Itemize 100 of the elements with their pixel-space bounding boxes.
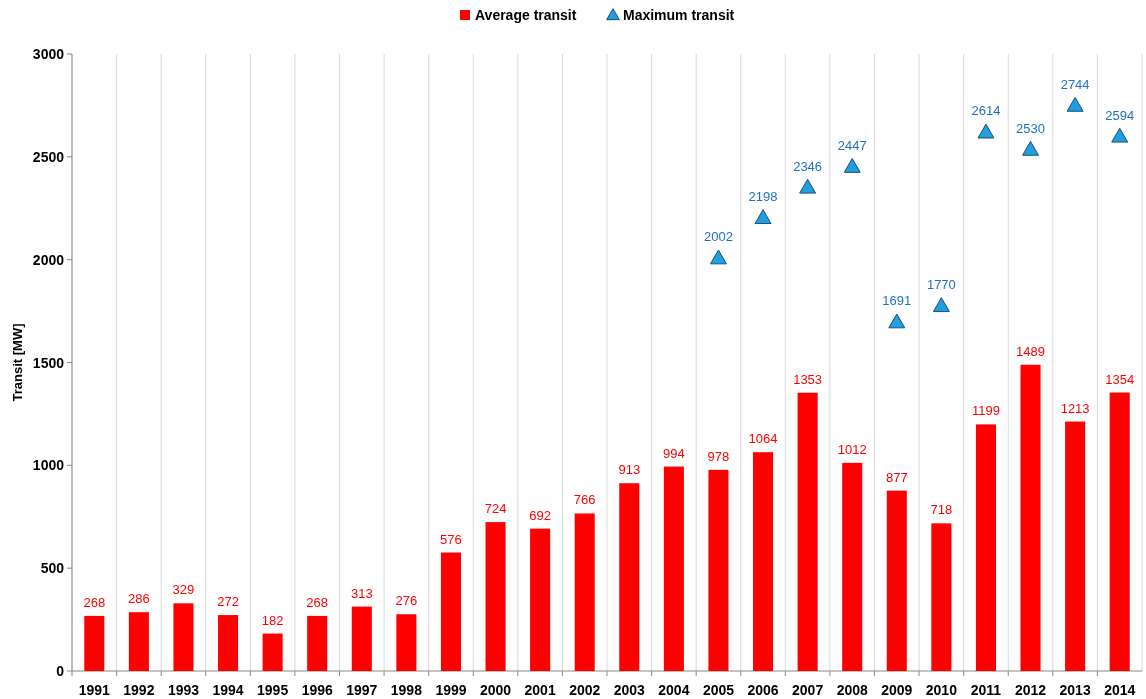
x-tick-label: 1997 [346,682,378,698]
x-tick-label: 1998 [390,682,423,698]
bar [886,490,907,671]
y-tick-label: 2000 [32,251,65,268]
data-label: 2447 [837,137,867,153]
bar [396,614,417,671]
x-tick-label: 2010 [925,682,958,698]
x-tick-label: 2009 [881,682,913,698]
x-tick-label: 2005 [702,682,735,698]
x-tick-label: 1995 [257,682,289,698]
data-label: 1353 [793,371,823,387]
bar [753,452,774,671]
bar [931,523,952,671]
data-label: 276 [395,593,418,609]
bar [619,483,640,671]
point [1022,140,1040,156]
data-label: 2594 [1105,107,1135,123]
point [843,158,861,173]
data-label: 1012 [837,441,867,457]
data-label: 913 [618,462,641,478]
bar [1065,421,1086,671]
point [977,123,995,139]
x-tick-label: 1993 [167,682,200,698]
x-tick-label: 2007 [792,682,824,698]
data-label: 2002 [704,229,733,245]
data-label: 1064 [748,431,778,447]
y-tick-label: 2500 [32,148,65,165]
x-tick-label: 2013 [1059,682,1091,698]
x-tick-label: 2014 [1104,682,1136,698]
bar [663,466,684,671]
data-label: 1199 [971,403,1000,419]
bar [485,522,506,671]
x-tick-label: 2003 [613,682,646,698]
point [1066,96,1084,112]
bar [128,612,149,671]
data-label: 877 [885,469,908,485]
x-tick-label: 1991 [78,682,111,698]
data-label: 724 [484,501,507,517]
y-tick-label: 500 [40,560,65,577]
bar [797,392,818,671]
x-tick-label: 2001 [524,682,556,698]
point [754,209,772,225]
data-label: 2346 [793,158,823,174]
bar [351,606,372,671]
data-label: 286 [128,591,150,607]
bar [975,424,996,671]
x-tick-label: 2004 [658,682,690,698]
data-label: 692 [529,507,551,523]
data-label: 2614 [971,103,1001,119]
point [709,249,727,265]
data-label: 329 [172,582,195,598]
x-tick-label: 1994 [212,682,244,698]
data-label: 766 [573,492,596,508]
bar [440,552,461,671]
data-label: 272 [217,594,239,610]
data-label: 313 [350,585,373,601]
x-tick-label: 2008 [836,682,868,698]
data-label: 576 [440,531,462,547]
data-label: 1489 [1016,343,1045,359]
bar [530,528,551,671]
bar [574,513,595,671]
x-tick-label: 2006 [747,682,779,698]
data-label: 182 [261,612,284,628]
x-tick-label: 2002 [569,682,601,698]
bar [84,615,105,671]
data-label: 268 [306,594,329,610]
bar [842,462,863,671]
y-tick-label: 1000 [32,457,65,474]
x-tick-label: 2000 [479,682,512,698]
legend-label: Average transit [475,7,577,23]
data-label: 994 [663,445,685,461]
point [932,297,950,313]
point [1111,127,1129,143]
x-tick-label: 1996 [301,682,333,698]
data-label: 978 [707,448,730,464]
bar [1109,392,1130,671]
data-label: 2198 [748,188,778,204]
data-label: 268 [83,594,106,610]
data-label: 1213 [1060,400,1090,416]
x-tick-label: 1999 [435,682,467,698]
x-tick-label: 2012 [1014,682,1047,698]
y-axis-title: Transit [MW] [10,323,25,402]
bar [307,615,328,671]
point [888,313,906,329]
data-label: 2744 [1060,76,1090,92]
y-tick-label: 0 [56,663,65,679]
bar [218,615,239,671]
bar [1020,364,1041,671]
x-tick-label: 1992 [123,682,155,698]
data-label: 1691 [882,293,912,309]
bar [173,603,194,671]
data-label: 1770 [926,276,956,292]
data-label: 718 [930,502,953,518]
bar [262,633,283,671]
bar [708,469,729,671]
y-tick-label: 1500 [32,354,65,371]
y-tick-label: 3000 [32,46,65,62]
x-tick-label: 2011 [970,682,1002,698]
point [799,178,817,194]
legend-label: Maximum transit [623,7,735,23]
